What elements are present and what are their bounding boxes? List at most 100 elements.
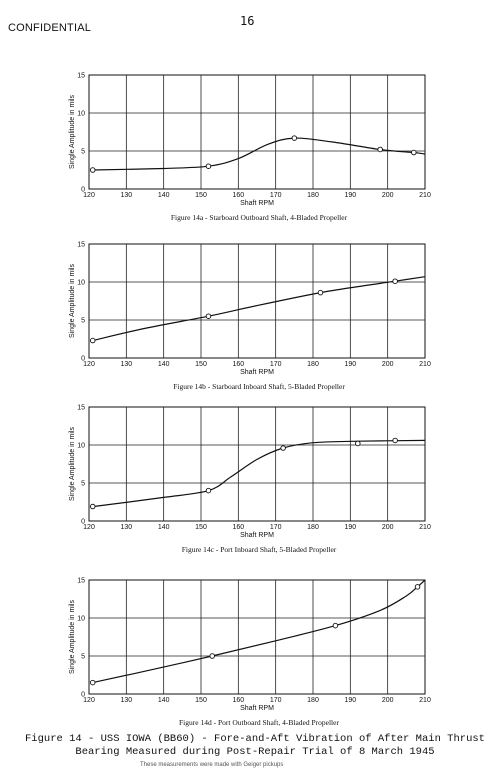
x-tick-label: 160 [232, 697, 244, 704]
y-tick-label: 15 [77, 242, 85, 249]
y-axis-label: Single Amplitude in mils [69, 427, 76, 501]
x-tick-label: 190 [344, 697, 356, 704]
x-tick-label: 200 [382, 524, 394, 531]
x-tick-label: 180 [307, 361, 319, 368]
series-line [92, 276, 426, 342]
data-point [392, 278, 398, 284]
data-point [332, 622, 339, 629]
x-tick-label: 170 [270, 192, 282, 199]
chart-2: 120 130 140 150 160 170 180 190 200 210 0 5 10 15 Shaf… [69, 405, 431, 555]
x-axis-label: Shaft RPM [240, 369, 274, 376]
x-tick-label: 170 [270, 524, 282, 531]
subfigure-caption: Figure 14d - Port Outboard Shaft, 4-Blad… [179, 718, 339, 727]
y-tick-label: 0 [81, 692, 85, 699]
figure-caption-line1: Figure 14 - USS IOWA (BB60) - Fore-and-A… [25, 733, 485, 745]
plot-frame [88, 243, 426, 359]
chart-0: 120 130 140 150 160 170 180 190 200 210 0 5 10 15 Shaf… [69, 73, 431, 223]
x-tick-label: 180 [307, 697, 319, 704]
subfigure-caption: Figure 14c - Port Inboard Shaft, 5-Blade… [182, 545, 337, 554]
series-line [92, 439, 426, 508]
data-point [392, 437, 398, 444]
data-point [317, 289, 324, 296]
x-tick-label: 160 [232, 361, 244, 368]
data-point [355, 440, 361, 447]
x-tick-label: 140 [158, 192, 170, 199]
y-tick-label: 15 [77, 578, 85, 585]
x-tick-label: 210 [419, 361, 431, 368]
x-tick-label: 200 [382, 361, 394, 368]
x-axis-label: Shaft RPM [240, 705, 274, 712]
x-tick-label: 140 [158, 697, 170, 704]
x-tick-label: 190 [344, 524, 356, 531]
series-line [92, 579, 426, 684]
x-tick-label: 210 [419, 524, 431, 531]
x-tick-label: 130 [120, 192, 132, 199]
x-tick-label: 120 [83, 361, 95, 368]
y-tick-label: 5 [81, 654, 85, 661]
x-tick-label: 170 [270, 697, 282, 704]
subfigure-caption: Figure 14a - Starboard Outboard Shaft, 4… [171, 213, 348, 222]
data-point [205, 487, 212, 494]
data-point [89, 167, 96, 173]
chart-3: 120 130 140 150 160 170 180 190 200 210 0 5 10 15 Shaf… [69, 578, 431, 728]
page-number: 16 [240, 14, 255, 28]
data-point [280, 445, 286, 451]
x-tick-label: 140 [158, 361, 170, 368]
x-tick-label: 120 [83, 697, 95, 704]
x-tick-label: 130 [120, 524, 132, 531]
y-tick-label: 10 [77, 443, 85, 450]
x-tick-label: 130 [120, 361, 132, 368]
x-tick-label: 120 [83, 192, 95, 199]
figure-caption: Figure 14 - USS IOWA (BB60) - Fore-and-A… [10, 733, 500, 759]
y-tick-label: 0 [81, 356, 85, 363]
data-point [209, 653, 215, 659]
data-point [291, 135, 298, 141]
data-point [411, 149, 417, 156]
data-point [89, 503, 96, 510]
x-tick-label: 200 [382, 192, 394, 199]
x-tick-label: 190 [344, 192, 356, 199]
chart-1: 120 130 140 150 160 170 180 190 200 210 0 5 10 15 Shaf… [69, 242, 431, 392]
x-tick-label: 130 [120, 697, 132, 704]
y-tick-label: 15 [77, 405, 85, 412]
y-tick-label: 0 [81, 187, 85, 194]
x-tick-label: 150 [195, 524, 207, 531]
y-axis-label: Single Amplitude in mils [69, 600, 76, 674]
x-tick-label: 180 [307, 192, 319, 199]
data-point [205, 163, 212, 169]
y-tick-label: 10 [77, 616, 85, 623]
subfigure-caption: Figure 14b - Starboard Inboard Shaft, 5-… [173, 382, 345, 391]
y-axis-label: Single Amplitude in mils [69, 95, 76, 169]
x-tick-label: 160 [232, 524, 244, 531]
x-tick-label: 200 [382, 697, 394, 704]
x-tick-label: 160 [232, 192, 244, 199]
x-tick-label: 150 [195, 361, 207, 368]
plot-frame [88, 74, 426, 190]
x-axis-label: Shaft RPM [240, 200, 274, 207]
y-tick-label: 5 [81, 149, 85, 156]
x-axis-label: Shaft RPM [240, 532, 274, 539]
data-point [205, 313, 212, 319]
x-tick-label: 170 [270, 361, 282, 368]
y-tick-label: 5 [81, 481, 85, 488]
x-tick-label: 150 [195, 697, 207, 704]
x-tick-label: 150 [195, 192, 207, 199]
data-point [377, 146, 383, 153]
y-axis-label: Single Amplitude in mils [69, 264, 76, 338]
y-tick-label: 10 [77, 111, 85, 118]
y-tick-label: 10 [77, 280, 85, 287]
classification-label: CONFIDENTIAL [8, 22, 92, 34]
series-line [92, 137, 426, 171]
plot-frame [88, 579, 426, 695]
y-tick-label: 0 [81, 519, 85, 526]
x-tick-label: 180 [307, 524, 319, 531]
figure-caption-line2: Bearing Measured during Post-Repair Tria… [75, 746, 435, 758]
data-point [89, 679, 96, 686]
plot-frame [88, 406, 426, 522]
data-point [89, 337, 96, 344]
x-tick-label: 210 [419, 697, 431, 704]
y-tick-label: 5 [81, 318, 85, 325]
x-tick-label: 210 [419, 192, 431, 199]
